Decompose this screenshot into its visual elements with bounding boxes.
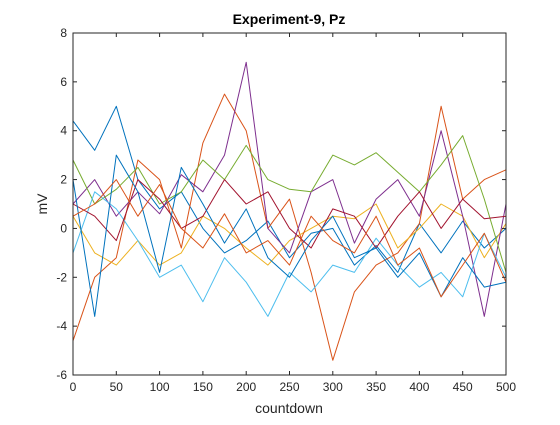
series-line-3	[72, 203, 507, 266]
x-tick-label: 400	[409, 380, 429, 394]
series-line-6	[72, 191, 507, 317]
y-tick-label: -6	[56, 368, 67, 382]
x-tick-label: 50	[110, 380, 124, 394]
x-tick-label: 350	[366, 380, 386, 394]
series-line-4	[72, 61, 507, 317]
y-tick-label: -2	[56, 270, 67, 284]
x-tick-label: 200	[236, 380, 256, 394]
y-tick-label: 6	[60, 75, 67, 89]
x-axis-label: countdown	[255, 400, 323, 416]
series-line-1	[72, 105, 507, 273]
series-line-7	[72, 179, 507, 249]
x-tick-label: 300	[323, 380, 343, 394]
x-tick-label: 450	[453, 380, 473, 394]
series-line-9	[72, 179, 507, 298]
series-layer	[72, 61, 507, 361]
y-tick-label: 2	[60, 173, 67, 187]
y-tick-label: 0	[60, 221, 67, 235]
x-tick-label: 100	[150, 380, 170, 394]
series-line-2	[72, 93, 507, 361]
y-tick-label: 8	[60, 26, 67, 40]
y-axis-label: mV	[34, 193, 50, 215]
series-line-5	[72, 135, 507, 273]
x-tick-label: 0	[70, 380, 77, 394]
series-line-8	[72, 154, 507, 317]
axes: 0 50 100 150 200 250 300 350 400 450 500 -6 -4 -2 0 2 4 6…	[56, 26, 516, 394]
chart-title: Experiment-9, Pz	[233, 11, 346, 27]
x-tick-label: 500	[496, 380, 516, 394]
x-tick-label: 250	[279, 380, 299, 394]
x-tick-label: 150	[193, 380, 213, 394]
y-tick-label: -4	[56, 319, 67, 333]
y-tick-label: 4	[60, 124, 67, 138]
plot-area	[73, 33, 506, 375]
